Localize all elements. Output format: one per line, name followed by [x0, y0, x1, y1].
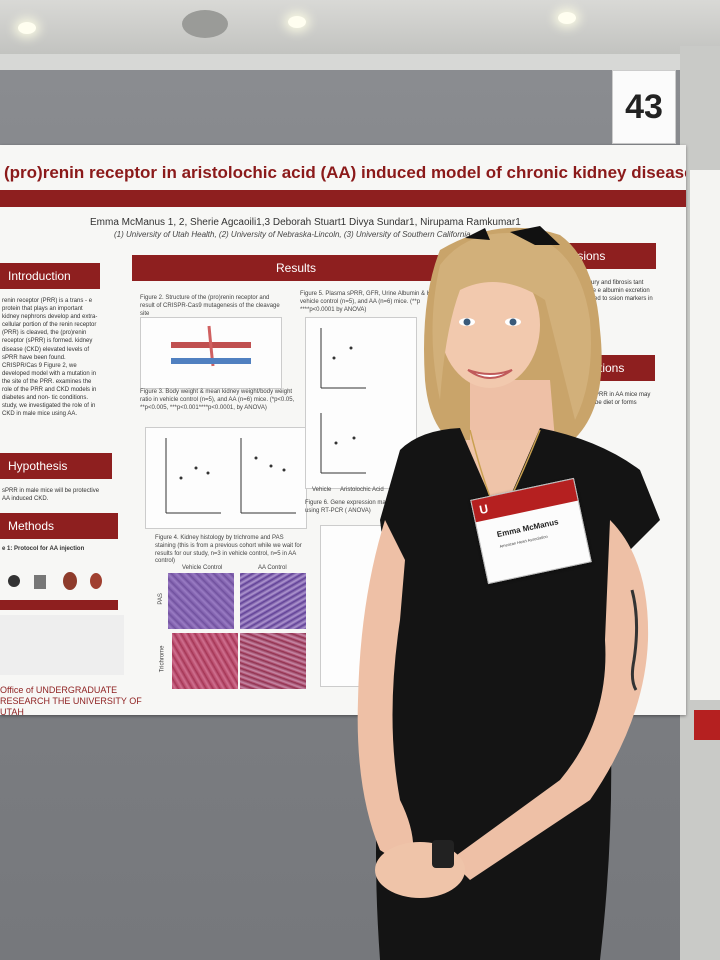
histology-pas-aa — [240, 573, 306, 629]
methods-protocol-icons — [4, 563, 114, 603]
histology-pas-vehicle — [168, 573, 234, 629]
ceiling-light — [558, 12, 576, 24]
methods-table — [0, 615, 124, 675]
poster-affiliations: (1) University of Utah Health, (2) Unive… — [114, 230, 471, 239]
figure-2-diagram — [140, 317, 282, 389]
figure-3-caption: Figure 3. Body weight & mean kidney weig… — [140, 389, 295, 411]
figure-5-caption: Figure 5. Plasma sPRR, GFR, Urine Albumi… — [300, 291, 431, 313]
adjacent-poster — [690, 170, 720, 740]
ceiling-light — [18, 22, 36, 34]
section-methods: Methods — [0, 513, 118, 539]
right-arm — [450, 520, 649, 880]
poster-title: (pro)renin receptor in aristolochic acid… — [4, 161, 686, 185]
axis-label-vehicle: Vehicle — [312, 487, 332, 493]
ceiling — [0, 0, 720, 62]
methods-timeline-bar — [0, 600, 118, 610]
section-results: Results — [132, 255, 460, 281]
figure-6-caption: Figure 6. Gene expression markers using … — [305, 500, 400, 514]
histo-label-aa: AA Control — [258, 565, 287, 571]
intro-text: renin receptor (PRR) is a trans - e prot… — [2, 298, 98, 418]
conclusion-text: kidney injury and fibrosis tant sPRR mic… — [566, 280, 653, 303]
figure-2-caption: Figure 2. Structure of the (pro)renin re… — [140, 295, 280, 317]
poster-authors: Emma McManus 1, 2, Sherie Agcaoili1,3 De… — [90, 217, 521, 228]
histology-trichrome-vehicle — [172, 633, 238, 689]
ceiling-vent — [182, 10, 228, 38]
histo-label-vehicle: Vehicle Control — [182, 565, 223, 571]
figure-3-charts — [145, 427, 307, 529]
hair-bow — [465, 226, 560, 245]
section-hypothesis: Hypothesis — [0, 453, 112, 479]
watch — [432, 840, 454, 868]
methods-text: e 1: Protocol for AA injection — [2, 546, 85, 552]
section-introduction: Introduction — [0, 263, 100, 289]
directions-text: PRR in AA mice may be diet or forms — [595, 392, 651, 407]
left-arm — [357, 520, 414, 870]
undergraduate-research-logo: Office of UNDERGRADUATE RESEARCH THE UNI… — [0, 685, 142, 715]
face — [440, 262, 540, 388]
histology-trichrome-aa — [240, 633, 306, 689]
figure-4-caption: Figure 4. Kidney histology by trichrome … — [155, 535, 302, 565]
arm-tattoo — [630, 589, 639, 691]
ceiling-light — [288, 16, 306, 28]
booth-number-card: 43 — [612, 70, 676, 144]
neck — [470, 380, 555, 440]
axis-label-aa: Aristolochic Acid — [340, 487, 384, 493]
badge-name: Emma McManus — [496, 517, 560, 540]
hypothesis-text: sPRR in male mice will be protective AA … — [2, 488, 100, 503]
